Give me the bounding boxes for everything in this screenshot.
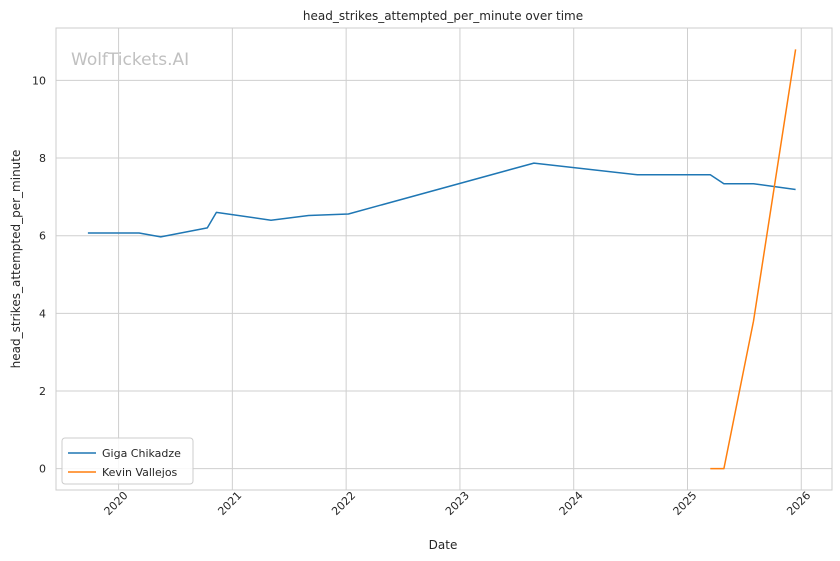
chart-title: head_strikes_attempted_per_minute over t… (303, 9, 583, 23)
y-tick-labels: 0 2 4 6 8 10 (32, 74, 46, 475)
watermark: WolfTickets.AI (71, 50, 189, 70)
x-tick-label: 2025 (671, 489, 700, 518)
series-line-kevin-vallejos (710, 49, 797, 470)
x-tick-label: 2026 (784, 489, 813, 518)
x-tick-label: 2023 (443, 489, 472, 518)
y-axis-label: head_strikes_attempted_per_minute (9, 150, 23, 369)
x-tick-labels: 2020 2021 2022 2023 2024 2025 2026 (102, 489, 814, 518)
legend-label-kevin-vallejos: Kevin Vallejos (102, 466, 178, 479)
x-tick-label: 2021 (215, 489, 244, 518)
plot-area (55, 27, 833, 491)
x-tick-label: 2022 (329, 489, 358, 518)
y-tick-label: 2 (39, 385, 46, 398)
x-tick-label: 2020 (102, 489, 131, 518)
x-axis-label: Date (429, 538, 458, 552)
legend: Giga Chikadze Kevin Vallejos (61, 437, 194, 485)
legend-label-giga-chikadze: Giga Chikadze (102, 447, 181, 460)
y-tick-label: 4 (39, 307, 46, 320)
y-tick-label: 8 (39, 152, 46, 165)
series-lines (87, 49, 797, 470)
y-tick-label: 10 (32, 74, 46, 87)
series-line-giga-chikadze (87, 162, 796, 238)
grid (56, 28, 832, 490)
y-tick-label: 6 (39, 230, 46, 243)
x-tick-label: 2024 (557, 489, 586, 518)
y-tick-label: 0 (39, 463, 46, 476)
